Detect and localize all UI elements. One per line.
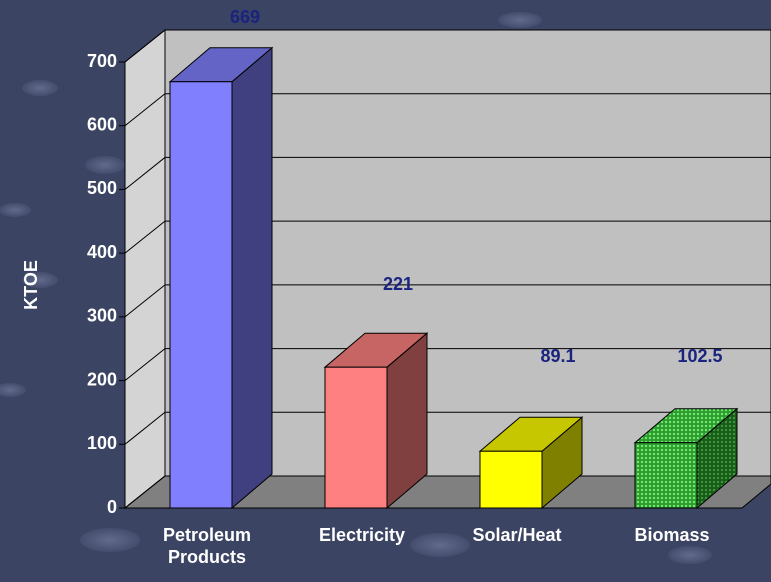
x-tick-label: Biomass bbox=[634, 525, 710, 545]
grid-line bbox=[124, 284, 771, 318]
grid-line bbox=[124, 220, 771, 254]
bar-front bbox=[324, 366, 388, 509]
grid-line bbox=[124, 29, 771, 63]
value-label: 669 bbox=[230, 7, 260, 27]
side-wall bbox=[124, 28, 166, 510]
y-tick-label: 0 bbox=[107, 497, 117, 517]
x-tick-label: Electricity bbox=[318, 525, 406, 545]
grid-line bbox=[124, 348, 771, 381]
y-tick-label: 400 bbox=[87, 242, 117, 262]
x-tick-label: Solar/Heat bbox=[472, 525, 562, 545]
bar-front bbox=[634, 442, 698, 509]
bar bbox=[168, 46, 274, 510]
y-tick-label: 600 bbox=[87, 114, 117, 134]
y-tick-label: 200 bbox=[87, 369, 117, 389]
grid-line bbox=[124, 93, 771, 127]
y-tick-label: 700 bbox=[87, 51, 117, 71]
bar bbox=[478, 416, 584, 510]
y-tick-label: 100 bbox=[87, 433, 117, 453]
background-bubbles bbox=[0, 12, 712, 564]
value-label: 102.5 bbox=[677, 346, 722, 366]
grid-line bbox=[124, 411, 771, 445]
bar-front bbox=[479, 450, 543, 509]
value-label: 89.1 bbox=[540, 346, 575, 366]
bar-side bbox=[231, 46, 273, 510]
y-tick-label: 500 bbox=[87, 178, 117, 198]
y-tick-label: 300 bbox=[87, 306, 117, 326]
bar-front bbox=[169, 81, 233, 509]
grid-line bbox=[124, 156, 771, 190]
value-label: 221 bbox=[383, 274, 413, 294]
y-axis-label: KTOE bbox=[21, 260, 41, 310]
bar bbox=[323, 332, 429, 510]
x-tick-label: Petroleum Products bbox=[162, 525, 252, 567]
bar bbox=[633, 407, 739, 510]
